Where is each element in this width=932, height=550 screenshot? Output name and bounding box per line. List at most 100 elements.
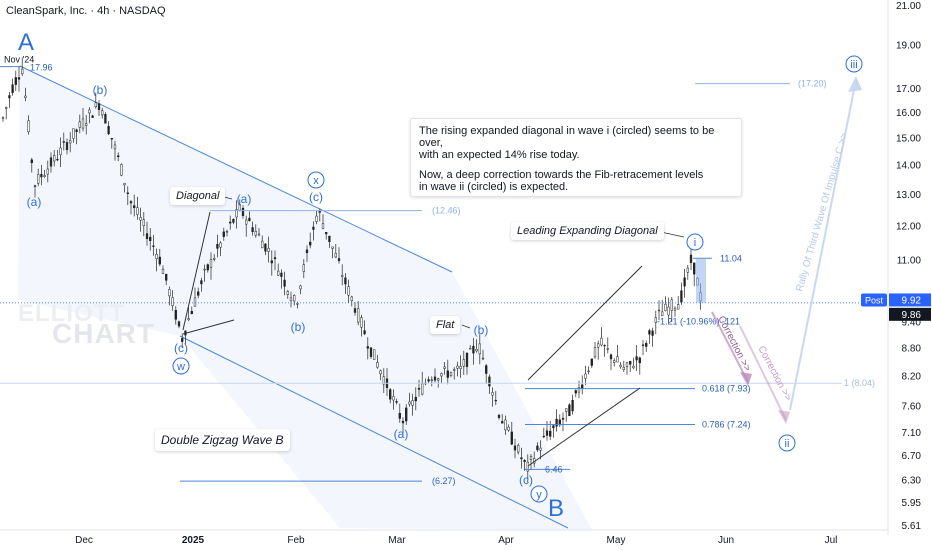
candle-body bbox=[283, 279, 286, 287]
post-price-label: 9.92 bbox=[902, 295, 922, 306]
candle-body bbox=[139, 217, 142, 221]
candle-body bbox=[526, 461, 529, 472]
price-tick-label: 6.70 bbox=[902, 451, 922, 462]
candle-body bbox=[69, 140, 72, 144]
candle-body bbox=[222, 231, 225, 237]
post-price-badge bbox=[889, 293, 931, 307]
candle-body bbox=[110, 138, 113, 140]
time-tick-label: Jul bbox=[825, 535, 838, 546]
candle-body bbox=[382, 376, 385, 385]
candle-body bbox=[677, 304, 680, 310]
leading-diagonal-label[interactable]: Leading Expanding Diagonal bbox=[511, 222, 664, 240]
wave-iii-circle bbox=[845, 55, 863, 73]
candle-body bbox=[648, 330, 651, 335]
candle-body bbox=[465, 352, 469, 367]
candle-body bbox=[693, 262, 696, 275]
candle-body bbox=[670, 299, 673, 311]
wave-ii-circle bbox=[778, 434, 796, 452]
candle-body bbox=[299, 285, 302, 290]
candle-body bbox=[568, 404, 571, 417]
candle-body bbox=[1, 117, 5, 119]
leading-diagonal-upper bbox=[527, 265, 643, 381]
candle-body bbox=[603, 344, 606, 347]
candle-body bbox=[232, 219, 235, 223]
diagonal-lower bbox=[182, 319, 235, 335]
candle-body bbox=[331, 246, 334, 249]
candle-body bbox=[46, 168, 49, 175]
candle-body bbox=[129, 201, 133, 204]
candle-body bbox=[497, 414, 501, 418]
note-line-4: in wave ii (circled) is expected. bbox=[419, 181, 569, 193]
candle-body bbox=[427, 379, 430, 382]
candle-body bbox=[251, 227, 254, 232]
candle-body bbox=[104, 114, 107, 124]
double-zigzag-label[interactable]: Double Zigzag Wave B bbox=[155, 429, 290, 451]
wave-i: i bbox=[694, 237, 696, 249]
candle-body bbox=[344, 277, 347, 285]
candle-body bbox=[257, 233, 261, 236]
candle-body bbox=[577, 387, 581, 393]
candle-body bbox=[145, 233, 149, 239]
symbol-header[interactable]: CleanSpark, Inc. · 4h · NASDAQ bbox=[6, 5, 166, 17]
candle-body bbox=[376, 362, 379, 368]
candle-body bbox=[613, 360, 616, 363]
candle-body bbox=[91, 115, 94, 118]
price-tick-label: 13.00 bbox=[896, 190, 921, 201]
leading-diagonal-lower bbox=[527, 387, 641, 467]
candle-body bbox=[8, 95, 11, 99]
wave-B: B bbox=[548, 495, 564, 522]
candle-body bbox=[430, 379, 433, 381]
channel-lower-line bbox=[179, 335, 569, 529]
candle-body bbox=[11, 84, 14, 93]
diagonal-label[interactable]: Diagonal bbox=[170, 187, 226, 205]
candle-body bbox=[72, 128, 75, 139]
candle-body bbox=[590, 358, 593, 366]
candle-body bbox=[225, 231, 229, 233]
candle-body bbox=[85, 123, 88, 126]
analysis-note[interactable]: The rising expanded diagonal in wave i (… bbox=[410, 118, 742, 197]
candle-body bbox=[622, 366, 625, 370]
flat-label[interactable]: Flat bbox=[430, 316, 461, 334]
channel-fill bbox=[18, 66, 592, 530]
candle-body bbox=[398, 413, 401, 419]
candle-body bbox=[446, 370, 449, 378]
level-0786-label: 0.786 (7.24) bbox=[702, 420, 751, 430]
candle-body bbox=[88, 109, 91, 114]
candle-body bbox=[286, 291, 289, 295]
candle-body bbox=[389, 389, 392, 400]
candle-body bbox=[619, 364, 622, 368]
candle-body bbox=[254, 231, 257, 236]
candle-body bbox=[181, 338, 184, 342]
price-tick-label: 12.00 bbox=[896, 221, 921, 232]
wave-b1: (b) bbox=[93, 83, 108, 97]
candle-body bbox=[529, 456, 533, 460]
candle-body bbox=[449, 372, 453, 376]
candle-body bbox=[168, 289, 171, 297]
candle-body bbox=[657, 309, 661, 312]
candle-body bbox=[241, 207, 245, 216]
candle-body bbox=[309, 241, 312, 246]
candle-body bbox=[149, 236, 152, 241]
candle-body bbox=[421, 383, 424, 395]
candle-body bbox=[158, 256, 161, 265]
candle-body bbox=[273, 257, 277, 260]
level-1104-label: 11.04 bbox=[720, 253, 742, 263]
candle-body bbox=[629, 360, 632, 365]
watermark-line2: CHART bbox=[52, 318, 155, 349]
level-0618-label: 0.618 (7.93) bbox=[702, 384, 751, 394]
note-line-2: with an expected 14% rise today. bbox=[419, 149, 580, 161]
candle-body bbox=[161, 268, 165, 274]
candle-body bbox=[552, 425, 555, 429]
candle-body bbox=[203, 268, 206, 271]
candle-body bbox=[360, 317, 363, 328]
candle-body bbox=[437, 378, 440, 381]
candle-body bbox=[350, 296, 353, 302]
candle-body bbox=[315, 215, 318, 222]
candle-body bbox=[683, 277, 686, 287]
candle-body bbox=[33, 185, 37, 187]
candle-body bbox=[606, 348, 609, 350]
candle-body bbox=[142, 219, 145, 227]
level-1796-label: 17.96 bbox=[30, 63, 53, 73]
candle-body bbox=[30, 159, 33, 164]
